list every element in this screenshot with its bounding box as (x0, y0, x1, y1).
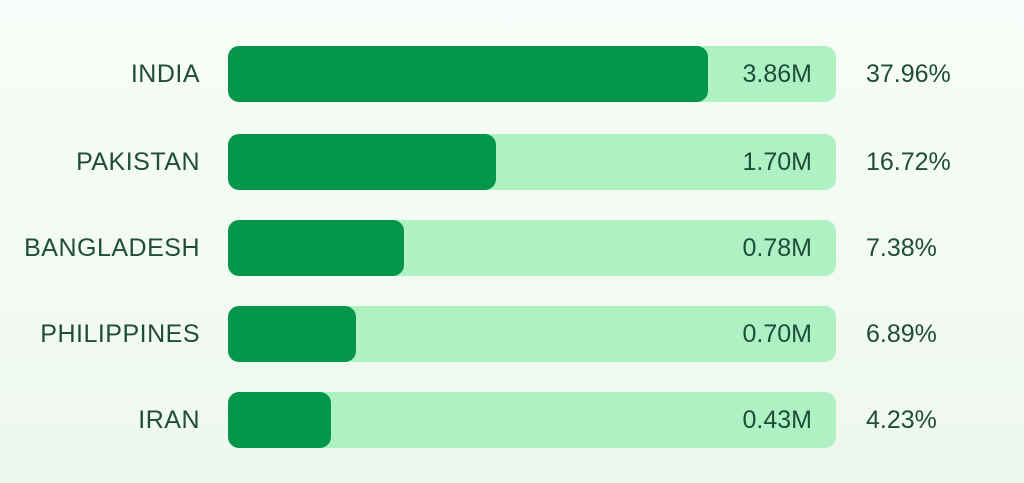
category-label: PAKISTAN (76, 147, 200, 176)
bar-fill (228, 306, 356, 362)
value-label: 0.43M (742, 405, 812, 434)
percent-label: 16.72% (866, 147, 951, 176)
bar-fill (228, 220, 404, 276)
bar-row: PHILIPPINES 0.70M 6.89% (0, 306, 1024, 362)
bar-fill (228, 134, 496, 190)
value-label: 1.70M (742, 147, 812, 176)
bar-track: 0.43M (228, 392, 836, 448)
bar-track: 3.86M (228, 46, 836, 102)
bar-track: 1.70M (228, 134, 836, 190)
bar-row: IRAN 0.43M 4.23% (0, 392, 1024, 448)
bar-track: 0.70M (228, 306, 836, 362)
bar-row: INDIA 3.86M 37.96% (0, 46, 1024, 102)
value-label: 3.86M (742, 59, 812, 88)
bar-row: BANGLADESH 0.78M 7.38% (0, 220, 1024, 276)
value-label: 0.70M (742, 319, 812, 348)
bar-fill (228, 392, 331, 448)
percent-label: 6.89% (866, 319, 937, 348)
value-label: 0.78M (742, 233, 812, 262)
category-label: BANGLADESH (24, 233, 200, 262)
percent-label: 4.23% (866, 405, 937, 434)
bar-row: PAKISTAN 1.70M 16.72% (0, 134, 1024, 190)
bar-track: 0.78M (228, 220, 836, 276)
percent-label: 37.96% (866, 59, 951, 88)
bar-fill (228, 46, 708, 102)
percent-label: 7.38% (866, 233, 937, 262)
category-label: INDIA (130, 59, 200, 88)
category-label: PHILIPPINES (40, 319, 200, 348)
category-label: IRAN (138, 405, 200, 434)
